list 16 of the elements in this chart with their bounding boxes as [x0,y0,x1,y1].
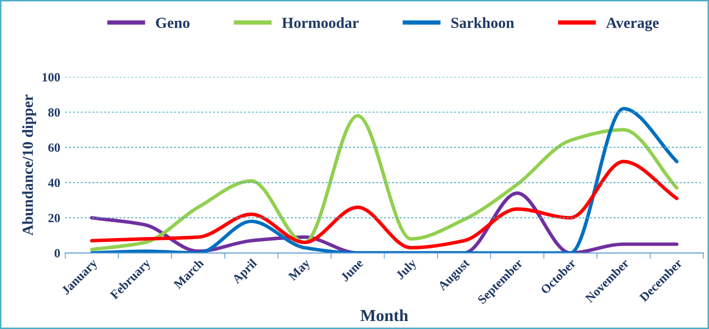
x-axis-title: Month [360,309,408,322]
x-tick-label: May [288,258,312,283]
legend-label: Average [606,18,659,32]
y-tick-label: 100 [42,73,60,82]
legend-label: Hormoodar [282,17,359,28]
y-tick-label: 20 [48,214,60,222]
legend-label: Geno [156,18,190,28]
legend-label: Sarkhoon [451,17,514,28]
x-tick-label: July [395,258,419,282]
line-series [90,160,678,250]
x-tick-label: June [340,258,364,282]
y-tick-label: 60 [48,143,60,152]
y-tick-label: 40 [48,178,60,188]
y-tick-label: 0 [54,249,60,258]
y-tick-label: 80 [48,108,60,117]
y-axis-title: Abundance/10 dipper [22,94,36,236]
